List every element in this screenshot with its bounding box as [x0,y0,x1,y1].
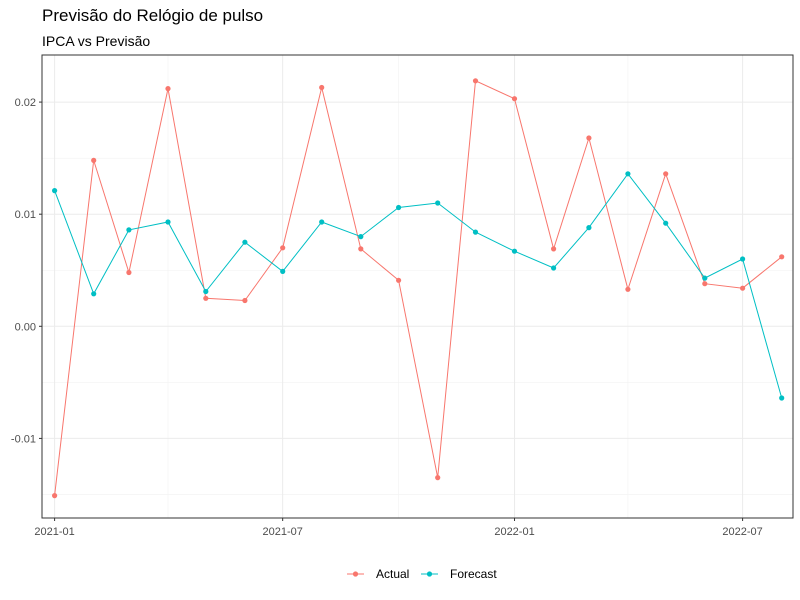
forecast-point [586,225,592,231]
actual-point [625,286,631,292]
forecast-point [663,220,669,226]
forecast-point [396,204,402,211]
axis-ticks [39,101,744,521]
actual-point [586,135,592,141]
axis-tick-labels: -0.01 0.00 0.01 0.02 2021-01 2021-07 2022-01 20… [11,97,763,538]
actual-point [203,295,209,301]
x-tick-label: 2021-07 [262,526,302,538]
legend-key-actual-point [352,571,359,577]
forecast-point [280,268,286,274]
actual-point [319,84,325,91]
x-tick-label: 2022-07 [722,526,762,538]
actual-point [242,297,248,304]
x-tick-label: 2021-01 [34,526,74,538]
actual-point [663,171,669,177]
y-tick-label: -0.01 [11,433,36,445]
x-tick-label: 2022-01 [494,526,534,538]
forecast-point [52,188,58,194]
actual-point [396,277,402,283]
forecast-point [472,229,479,235]
forecast-point [702,275,708,281]
series-points [52,78,785,499]
actual-point [126,269,132,276]
y-tick-label: 0.01 [15,209,36,221]
actual-point [165,86,171,92]
legend-key-forecast-point [426,571,433,577]
actual-point [472,78,479,84]
forecast-point [203,288,209,295]
actual-point [52,493,58,499]
y-tick-label: 0.00 [15,321,36,333]
forecast-point [740,256,746,262]
grid-major [42,55,793,518]
y-tick-label: 0.02 [15,97,36,109]
forecast-point [435,200,441,206]
actual-point [779,254,785,260]
grid-minor [42,55,793,518]
actual-point [551,246,557,252]
forecast-point [165,219,171,225]
forecast-line [54,172,783,399]
actual-line [54,80,783,496]
forecast-point [358,234,364,240]
forecast-point [511,248,518,254]
forecast-point [625,171,631,177]
forecast-point [319,219,325,225]
chart-title: Previsão do Relógio de pulso [42,6,264,25]
actual-point [435,475,441,481]
plot-panel-border [41,54,794,519]
actual-point [702,281,708,287]
actual-point [91,157,97,163]
legend-label-forecast: Forecast [450,567,497,581]
forecast-point [91,291,97,297]
forecast-point [551,265,557,271]
actual-point [280,245,286,251]
forecast-point [779,395,785,401]
actual-point [358,246,364,252]
legend-label-actual: Actual [376,567,409,581]
forecast-point [126,227,132,233]
series-lines [54,80,783,496]
forecast-point [242,239,248,245]
actual-point [740,285,746,291]
legend: Actual Forecast [347,567,497,581]
chart-subtitle: IPCA vs Previsão [42,33,151,49]
actual-point [511,96,518,102]
